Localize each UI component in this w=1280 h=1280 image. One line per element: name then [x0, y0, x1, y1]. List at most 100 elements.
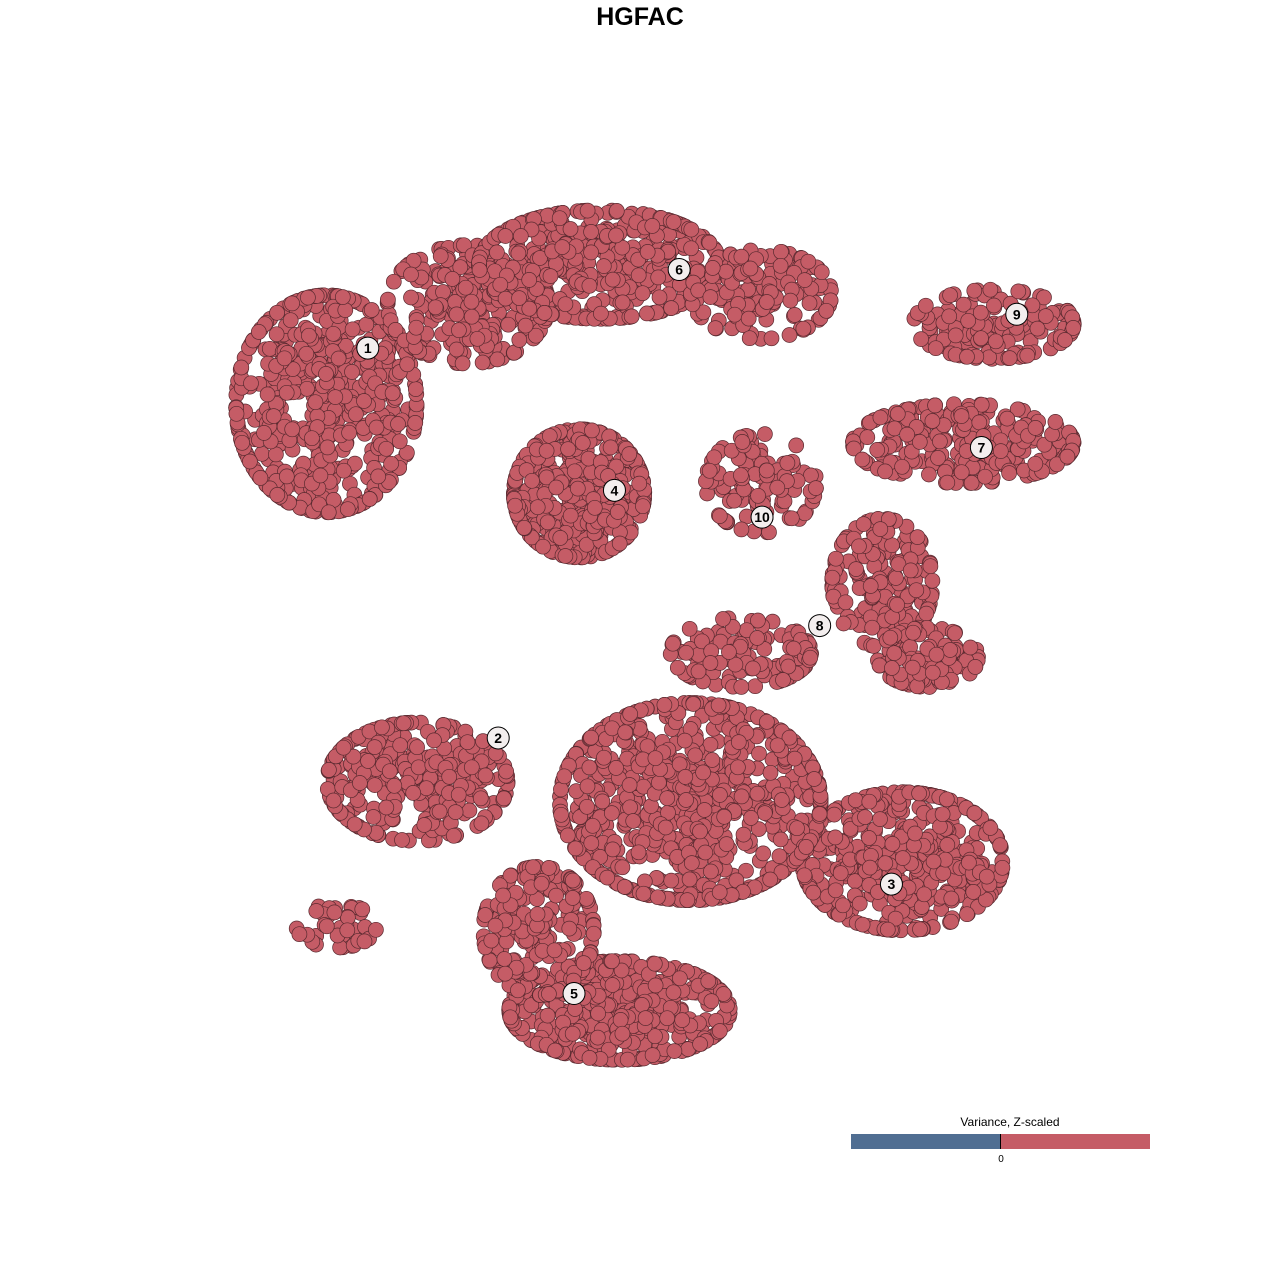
cell-point-cluster-5 [651, 774, 667, 791]
cell-point-cluster-5 [703, 993, 720, 1009]
cell-point-cluster-4 [507, 497, 523, 514]
cell-point-cluster-2 [366, 739, 383, 755]
cell-point-cluster-6 [492, 276, 509, 293]
cell-point-cluster-8 [749, 630, 766, 646]
cell-point-cluster-5 [704, 752, 721, 768]
cell-point-cluster-2 [352, 775, 368, 791]
cell-point-cluster-5 [772, 831, 789, 848]
cell-point-cluster-2 [447, 804, 464, 820]
cell-point-cluster-2 [410, 759, 427, 776]
cell-point-cluster-6 [718, 263, 734, 280]
cell-point-cluster-6 [623, 308, 640, 325]
cell-point-cluster-1 [298, 345, 315, 362]
cell-point-cluster-6 [489, 244, 505, 261]
cell-point-cluster-6 [701, 234, 718, 251]
cell-point-cluster-9 [917, 297, 934, 314]
cell-point-cluster-6 [650, 269, 667, 286]
cell-point-cluster-8 [802, 649, 819, 666]
cell-point-cluster-10 [758, 462, 775, 479]
cell-point-cluster-3 [939, 837, 956, 853]
points-layer [228, 202, 1082, 1068]
cell-point-cluster-6 [521, 272, 538, 288]
cell-point-cluster-4 [631, 475, 648, 492]
cell-point-cluster-1 [452, 259, 469, 276]
cell-point-cluster-5 [637, 1010, 654, 1026]
cell-point-cluster-1 [448, 341, 465, 358]
cell-point-cluster-5 [677, 769, 694, 785]
cell-point-cluster-6 [521, 300, 538, 317]
cell-point-cluster-5 [583, 729, 599, 746]
legend-zero-label: 0 [998, 1154, 1004, 1165]
cell-point-cluster-2 [405, 785, 422, 801]
cell-point-cluster-6 [510, 245, 527, 262]
cell-point-cluster-2 [381, 763, 398, 780]
cell-point-cluster-3 [861, 830, 877, 846]
cell-point-cluster-1 [384, 385, 401, 402]
cell-point-cluster-5 [710, 697, 727, 714]
cell-point-cluster-5 [695, 764, 711, 781]
cell-point-cluster-6 [497, 290, 514, 307]
cell-point-cluster-6 [583, 244, 599, 261]
cell-point-cluster-5 [487, 917, 504, 934]
cell-point-cluster-5 [553, 781, 569, 798]
cell-point-cluster-3 [994, 859, 1011, 876]
cell-point-cluster-4 [584, 422, 600, 439]
cell-point-cluster-6 [651, 289, 668, 306]
cell-point-cluster-8 [909, 529, 926, 545]
cell-point-cluster-1 [284, 295, 300, 312]
cell-point-cluster-5 [559, 827, 576, 844]
cell-point-cluster-2 [386, 777, 403, 794]
cluster-label-4: 4 [602, 478, 626, 502]
cell-point-cluster-1 [387, 322, 404, 338]
cell-point-cluster-5 [594, 793, 611, 810]
cell-point-cluster-2 [356, 933, 373, 950]
cell-point-cluster-7 [889, 406, 906, 422]
cell-point-cluster-7 [930, 450, 946, 466]
cell-point-cluster-5 [481, 952, 498, 969]
cell-point-cluster-5 [614, 1025, 631, 1042]
cell-point-cluster-7 [932, 433, 948, 450]
cell-point-cluster-9 [1010, 283, 1027, 300]
cell-point-cluster-1 [299, 380, 315, 397]
cell-point-cluster-1 [368, 419, 385, 436]
cell-point-cluster-8 [837, 594, 854, 611]
cell-point-cluster-4 [635, 498, 651, 515]
cell-point-cluster-1 [330, 350, 347, 367]
cell-point-cluster-5 [644, 1047, 661, 1063]
cell-point-cluster-5 [646, 955, 663, 972]
cell-point-cluster-3 [907, 825, 923, 842]
cell-point-cluster-8 [848, 561, 864, 577]
cell-point-cluster-5 [533, 875, 550, 892]
cell-point-cluster-7 [859, 429, 876, 446]
cluster-label-text: 5 [570, 986, 578, 1002]
cell-point-cluster-1 [380, 291, 396, 308]
cell-point-cluster-2 [378, 799, 395, 816]
cell-point-cluster-2 [450, 786, 467, 803]
cell-point-cluster-5 [634, 997, 650, 1013]
cell-point-cluster-5 [692, 823, 708, 840]
cell-point-cluster-2 [459, 734, 476, 751]
cell-point-cluster-6 [813, 264, 830, 281]
cell-point-cluster-8 [780, 658, 797, 675]
cell-point-cluster-1 [344, 364, 360, 380]
cell-point-cluster-1 [327, 389, 344, 405]
cell-point-cluster-5 [589, 1029, 606, 1046]
cell-point-cluster-5 [769, 737, 786, 754]
cell-point-cluster-7 [877, 463, 893, 480]
cell-point-cluster-3 [966, 805, 983, 821]
cell-point-cluster-2 [472, 790, 489, 807]
cell-point-cluster-5 [529, 906, 546, 923]
cell-point-cluster-1 [304, 430, 320, 447]
cell-point-cluster-1 [301, 327, 317, 344]
cell-point-cluster-6 [536, 305, 553, 321]
cell-point-cluster-8 [904, 659, 921, 676]
cell-point-cluster-5 [608, 760, 624, 776]
cell-point-cluster-1 [334, 289, 351, 305]
cell-point-cluster-1 [250, 324, 267, 340]
cell-point-cluster-1 [403, 289, 419, 306]
cell-point-cluster-7 [899, 426, 915, 443]
cell-point-cluster-3 [916, 886, 933, 903]
cell-point-cluster-6 [773, 243, 789, 260]
cell-point-cluster-1 [444, 271, 461, 287]
cell-point-cluster-5 [604, 953, 620, 970]
